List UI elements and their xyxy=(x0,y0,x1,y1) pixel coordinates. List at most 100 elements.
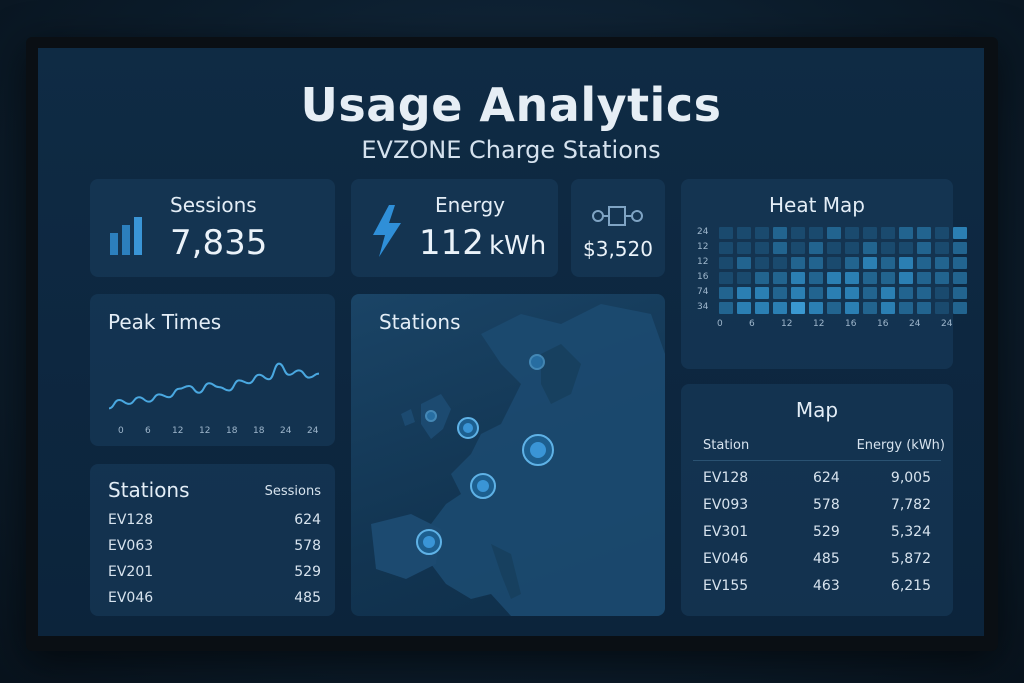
heat-map-cell xyxy=(953,287,967,299)
heat-map-cell xyxy=(845,227,859,239)
heat-map-cell xyxy=(863,257,877,269)
heat-map-y-label: 34 xyxy=(697,302,709,312)
heat-map-cell xyxy=(881,257,895,269)
map-row-sessions: 578 xyxy=(813,497,840,513)
station-marker[interactable] xyxy=(457,417,479,439)
heat-map-cell xyxy=(863,287,877,299)
heat-map-cell xyxy=(827,227,841,239)
station-row-sessions: 578 xyxy=(294,538,321,554)
heat-map-cell xyxy=(899,287,913,299)
heat-map-y-label: 24 xyxy=(697,227,709,237)
heat-map-cell xyxy=(863,272,877,284)
heat-map-cell xyxy=(809,287,823,299)
map-table-header-station: Station xyxy=(703,438,750,453)
station-marker[interactable] xyxy=(416,529,442,555)
peak-times-x-tick: 12 xyxy=(199,426,211,436)
heat-map-cell xyxy=(773,302,787,314)
page-title: Usage Analytics xyxy=(300,78,722,132)
station-row-sessions: 624 xyxy=(294,512,321,528)
heat-map-cell xyxy=(827,302,841,314)
heat-map-cell xyxy=(917,257,931,269)
heat-map-cell xyxy=(935,242,949,254)
map-row-sessions: 529 xyxy=(813,524,840,540)
station-markers xyxy=(416,354,554,555)
heat-map-cell xyxy=(827,287,841,299)
heat-map-cell xyxy=(935,257,949,269)
heat-map-cell xyxy=(791,227,805,239)
heat-map-cell xyxy=(755,272,769,284)
heat-map-cell xyxy=(737,287,751,299)
station-marker[interactable] xyxy=(470,473,496,499)
heat-map-cell xyxy=(917,227,931,239)
connector-icon xyxy=(592,206,643,226)
map-table-title: Map xyxy=(795,398,839,422)
heat-map-x-label: 0 xyxy=(717,319,723,329)
sessions-card[interactable]: Sessions 7,835 xyxy=(90,179,335,277)
map-row-sessions: 624 xyxy=(813,470,840,486)
heat-map-cell xyxy=(791,302,805,314)
heat-map-cell xyxy=(791,242,805,254)
heat-map-x-label: 16 xyxy=(845,319,857,329)
heat-map-cell xyxy=(899,257,913,269)
heat-map-cell xyxy=(737,272,751,284)
heat-map-x-label: 16 xyxy=(877,319,889,329)
heat-map-cell xyxy=(881,242,895,254)
sessions-value: 7,835 xyxy=(170,223,268,263)
heat-map-cell xyxy=(737,257,751,269)
heat-map-card[interactable]: Heat Map 24 12 12 16 74 34 0 6 12 12 16 16 24 24 xyxy=(681,179,967,369)
stations-list-title: Stations xyxy=(108,478,190,502)
station-row-id: EV201 xyxy=(108,564,154,580)
map-table-card[interactable]: Map Station Energy (kWh) EV128 624 9,005 EV… xyxy=(681,384,953,616)
heat-map-cell xyxy=(809,257,823,269)
heat-map-cell xyxy=(755,302,769,314)
heat-map-cell xyxy=(953,242,967,254)
heat-map-cell xyxy=(917,272,931,284)
energy-card[interactable]: Energy 112 kWh xyxy=(351,179,558,277)
map-row-energy: 6,215 xyxy=(890,578,931,594)
heat-map-cell xyxy=(845,302,859,314)
lightning-icon xyxy=(373,205,401,257)
heat-map-cell xyxy=(863,227,877,239)
sessions-label: Sessions xyxy=(170,193,257,217)
heat-map-cell xyxy=(773,227,787,239)
peak-times-x-tick: 24 xyxy=(307,426,319,436)
station-marker[interactable] xyxy=(529,354,545,370)
map-row-id: EV128 xyxy=(703,470,749,486)
heat-map-cell xyxy=(719,287,733,299)
heat-map-cell xyxy=(863,242,877,254)
heat-map-cell xyxy=(881,287,895,299)
dashboard-screen: Usage Analytics EVZONE Charge Stations S… xyxy=(38,48,984,636)
map-row-id: EV155 xyxy=(703,578,749,594)
peak-times-x-tick: 18 xyxy=(226,426,238,436)
peak-times-chart xyxy=(108,362,320,410)
heat-map-cell xyxy=(791,287,805,299)
peak-times-x-tick: 0 xyxy=(118,426,124,436)
station-marker[interactable] xyxy=(522,434,554,466)
heat-map-cell xyxy=(809,242,823,254)
heat-map-cell xyxy=(935,302,949,314)
heat-map-y-label: 74 xyxy=(697,287,709,297)
stations-list-card[interactable]: Stations Sessions EV128 624 EV063 578 EV201 5… xyxy=(90,464,335,616)
energy-label: Energy xyxy=(435,193,506,217)
heat-map-cell xyxy=(773,272,787,284)
map-row-sessions: 463 xyxy=(813,578,840,594)
stations-map-card[interactable]: Stations xyxy=(351,294,665,616)
heat-map-cell xyxy=(863,302,877,314)
heat-map-cell xyxy=(845,287,859,299)
heat-map-cell xyxy=(917,287,931,299)
peak-times-x-tick: 18 xyxy=(253,426,265,436)
heat-map-cell xyxy=(809,272,823,284)
heat-map-cell xyxy=(935,272,949,284)
revenue-card[interactable]: $3,520 xyxy=(571,179,665,277)
station-row-sessions: 485 xyxy=(294,590,321,606)
station-row-id: EV128 xyxy=(108,512,154,528)
heat-map-x-label: 24 xyxy=(941,319,953,329)
heat-map-cell xyxy=(719,302,733,314)
heat-map-cell xyxy=(773,242,787,254)
peak-times-card[interactable]: Peak Times 0 6 12 12 18 18 24 24 xyxy=(90,294,335,446)
heat-map-y-label: 12 xyxy=(697,257,709,267)
station-marker[interactable] xyxy=(425,410,437,422)
energy-value: 112 xyxy=(419,223,484,263)
peak-times-line xyxy=(108,362,320,410)
energy-unit: kWh xyxy=(489,231,547,261)
